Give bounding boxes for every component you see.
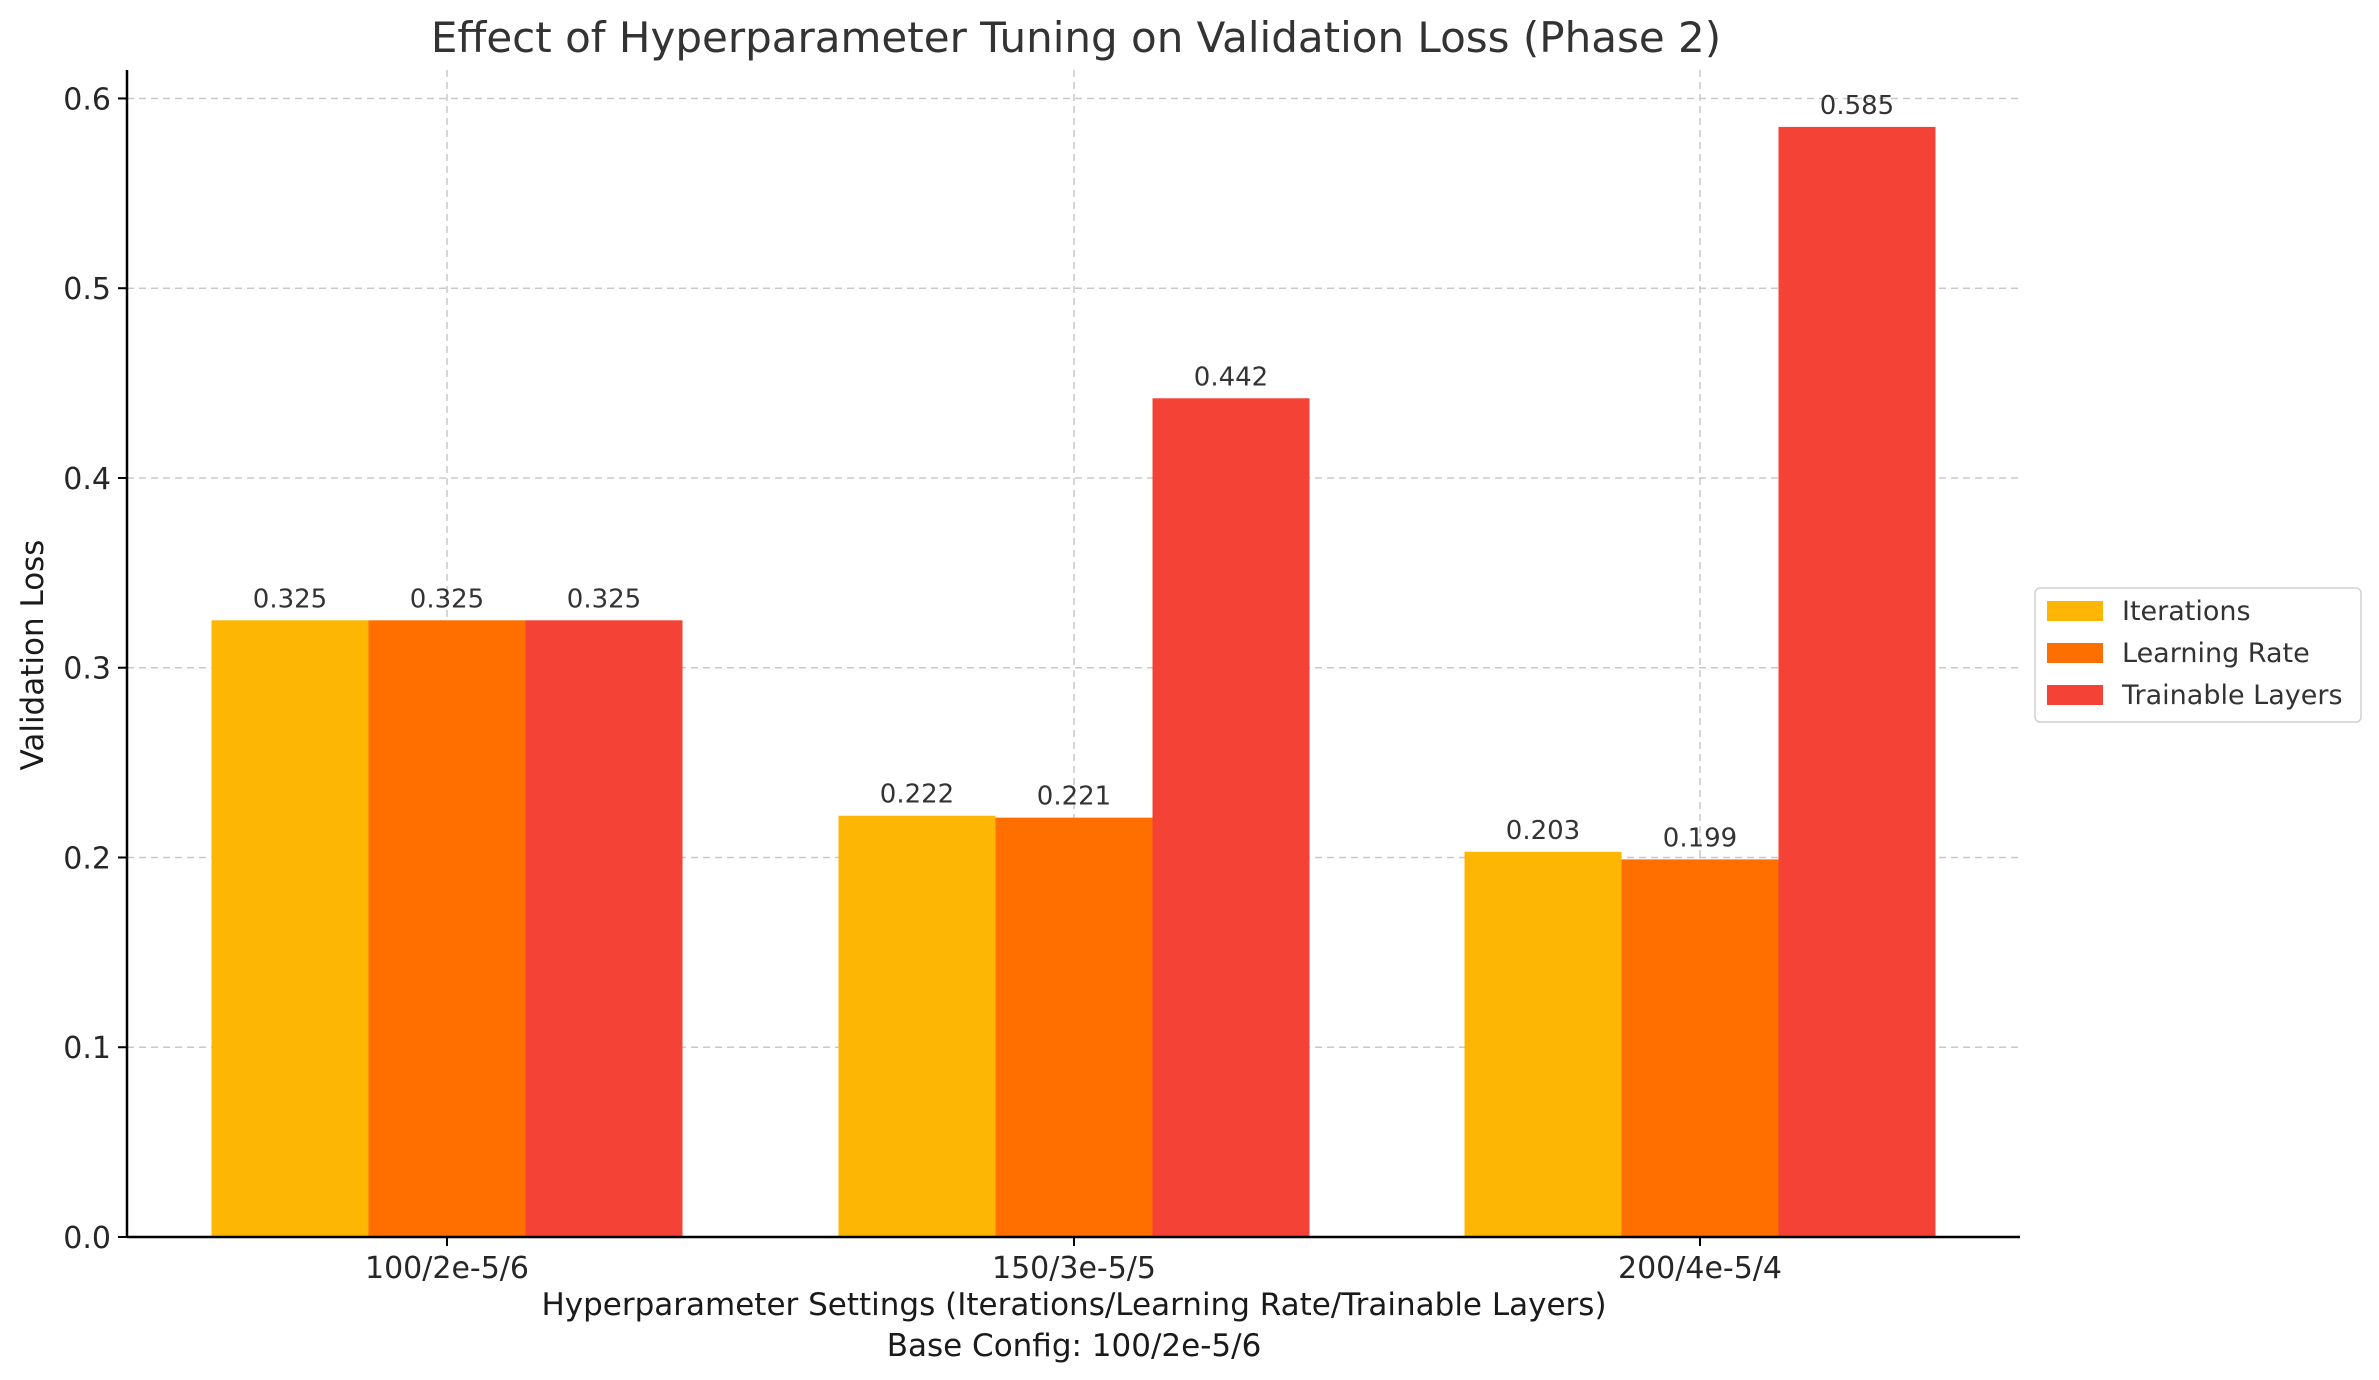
y-tick-label: 0.0 bbox=[63, 1221, 111, 1256]
y-tick-label: 0.1 bbox=[63, 1031, 111, 1066]
legend-swatch bbox=[2047, 685, 2103, 705]
legend-swatch bbox=[2047, 643, 2103, 663]
legend-label: Learning Rate bbox=[2122, 638, 2310, 669]
y-tick-label: 0.3 bbox=[63, 652, 111, 687]
bar bbox=[1152, 398, 1310, 1237]
bar bbox=[1464, 851, 1622, 1237]
bars bbox=[211, 126, 1936, 1237]
y-tick-label: 0.5 bbox=[63, 272, 111, 307]
bar bbox=[995, 817, 1153, 1237]
bar bbox=[838, 815, 996, 1237]
y-axis-label: Validation Loss bbox=[15, 540, 51, 771]
bar bbox=[211, 620, 369, 1237]
legend-label: Trainable Layers bbox=[2121, 680, 2343, 711]
bar bbox=[525, 620, 683, 1237]
bar bbox=[368, 620, 526, 1237]
legend: Iterations Learning Rate Trainable Layers bbox=[2034, 587, 2362, 723]
data-labels: 0.325 0.222 0.203 0.325 0.221 0.199 0.325 0.442… bbox=[253, 91, 1894, 853]
y-tick-label: 0.2 bbox=[63, 841, 111, 876]
data-label: 0.325 bbox=[567, 584, 641, 614]
axes: 0.0 0.1 0.2 0.3 0.4 0.5 0.6 100/2e-5/6 150/3e-5/… bbox=[63, 70, 2020, 1286]
y-tick-label: 0.4 bbox=[63, 462, 111, 497]
x-axis-label: Hyperparameter Settings (Iterations/Lear… bbox=[541, 1287, 1606, 1323]
x-tick-label: 100/2e-5/6 bbox=[365, 1251, 529, 1286]
x-tick-label: 150/3e-5/5 bbox=[992, 1251, 1156, 1286]
legend-box bbox=[2034, 587, 2362, 723]
data-label: 0.325 bbox=[410, 584, 484, 614]
x-axis-sublabel: Base Config: 100/2e-5/6 bbox=[887, 1328, 1262, 1364]
y-tick-label: 0.6 bbox=[63, 82, 111, 117]
chart-title: Effect of Hyperparameter Tuning on Valid… bbox=[431, 13, 1721, 62]
legend-swatch bbox=[2047, 601, 2103, 621]
bar bbox=[1621, 859, 1779, 1237]
data-label: 0.199 bbox=[1663, 823, 1737, 853]
data-label: 0.222 bbox=[880, 780, 954, 810]
bar bbox=[1778, 126, 1936, 1237]
legend-label: Iterations bbox=[2122, 596, 2251, 627]
data-label: 0.325 bbox=[253, 584, 327, 614]
data-label: 0.442 bbox=[1194, 362, 1268, 392]
data-label: 0.221 bbox=[1037, 782, 1111, 812]
x-tick-label: 200/4e-5/4 bbox=[1618, 1251, 1782, 1286]
data-label: 0.585 bbox=[1820, 91, 1894, 121]
data-label: 0.203 bbox=[1506, 816, 1580, 846]
